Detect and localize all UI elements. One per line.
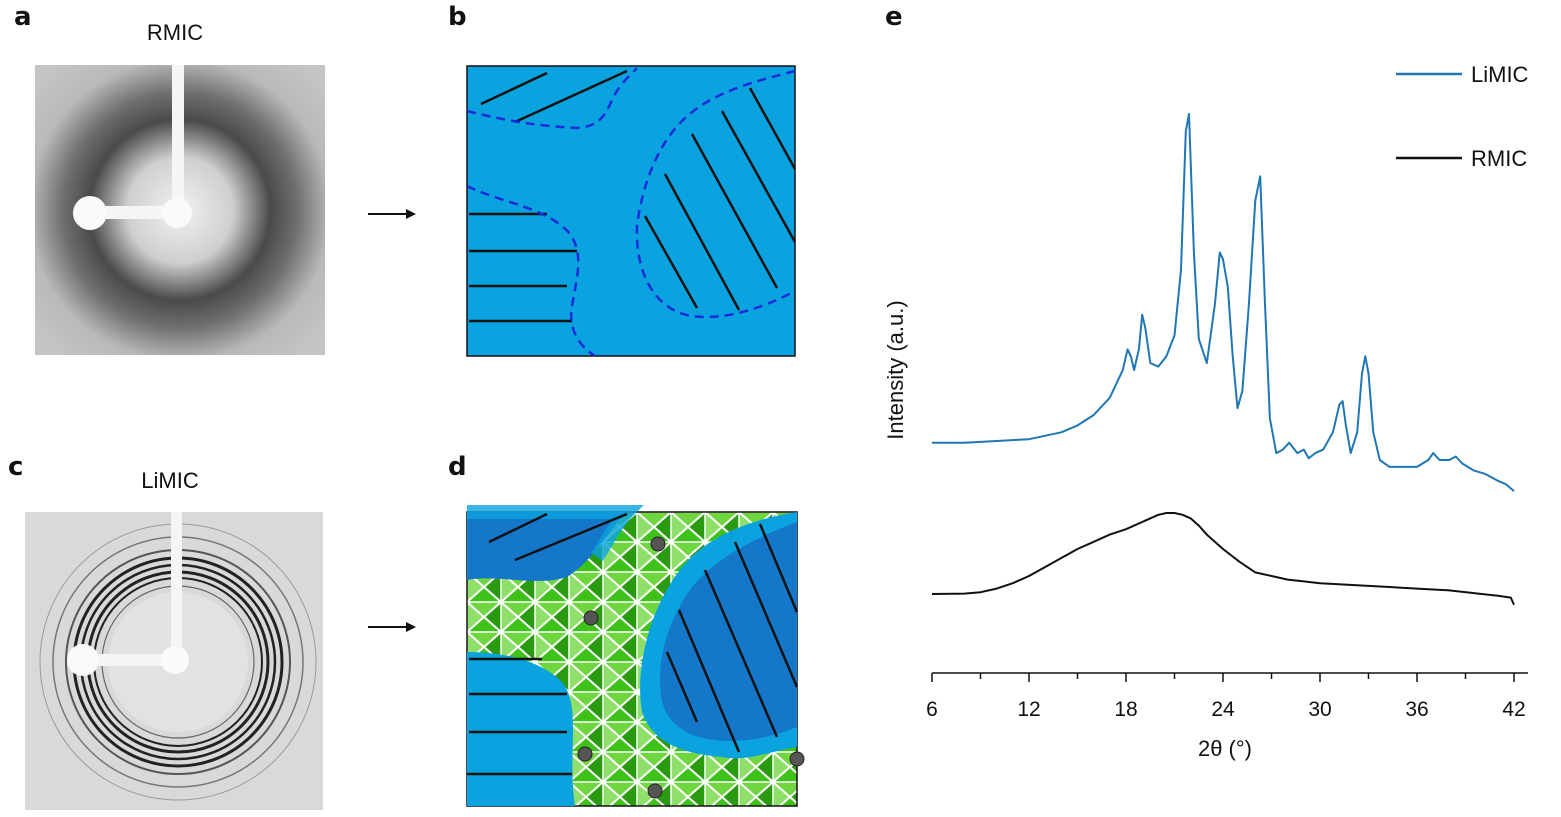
panel-letter-d: d: [448, 452, 467, 482]
x-tick-label: 36: [1405, 698, 1428, 721]
panel-letter-b: b: [448, 2, 467, 32]
y-axis-label: Intensity (a.u.): [883, 300, 908, 439]
x-tick-label: 42: [1502, 698, 1525, 721]
panel-letter-c: c: [8, 452, 24, 482]
arrow-c-to-d: [368, 622, 416, 632]
series-line-limic: [932, 113, 1515, 492]
series-line-rmic: [931, 512, 1515, 606]
legend-label-rmic: RMIC: [1471, 146, 1527, 171]
crystalline-schematic: [466, 505, 805, 807]
x-tick-label: 6: [926, 698, 938, 721]
x-tick-label: 18: [1114, 698, 1137, 721]
limic-diffraction-image: [25, 512, 323, 810]
legend-label-limic: LiMIC: [1471, 62, 1529, 87]
x-tick-label: 24: [1211, 698, 1235, 721]
arrow-a-to-b: [368, 209, 416, 219]
x-axis-label: 2θ (°): [1198, 736, 1252, 761]
panel-letter-a: a: [14, 2, 32, 32]
x-tick-label: 30: [1308, 698, 1331, 721]
panel-title-limic: LiMIC: [141, 468, 199, 493]
panel-letter-e: e: [885, 2, 903, 32]
x-tick-label: 12: [1017, 698, 1040, 721]
amorphous-schematic: [466, 65, 797, 358]
panel-title-rmic: RMIC: [146, 20, 204, 45]
rmic-diffraction-image: [35, 65, 325, 355]
